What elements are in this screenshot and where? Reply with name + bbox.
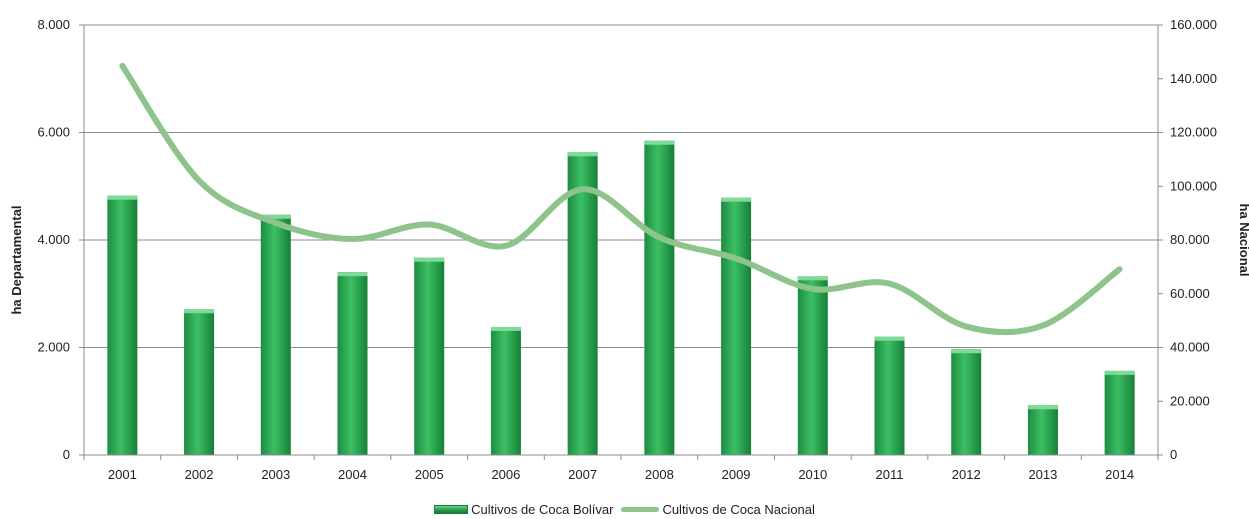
x-tick-label: 2005 (415, 467, 444, 482)
bar-2008 (644, 140, 675, 455)
right-tick-label: 140.000 (1170, 71, 1217, 86)
left-axis-ticks: 0 2.000 4.000 6.000 8.000 (37, 17, 84, 462)
bar-cap-2009 (721, 197, 752, 202)
x-tick-label: 2003 (261, 467, 290, 482)
bar-cap-2004 (337, 272, 368, 277)
left-tick-label: 6.000 (37, 125, 70, 140)
x-tick-label: 2010 (798, 467, 827, 482)
bar-cap-2012 (951, 349, 982, 354)
x-tick-label: 2007 (568, 467, 597, 482)
x-tick-label: 2011 (876, 467, 904, 482)
right-tick-label: 40.000 (1170, 340, 1210, 355)
bar-2011 (874, 336, 905, 455)
left-tick-label: 4.000 (37, 232, 70, 247)
right-tick-label: 160.000 (1170, 17, 1217, 32)
legend-item-nacional: Cultivos de Coca Nacional (621, 501, 815, 517)
bar-cap-2010 (797, 276, 828, 281)
left-tick-label: 2.000 (37, 340, 70, 355)
bar-cap-2001 (107, 195, 138, 200)
bar-2014 (1104, 370, 1135, 455)
bar-cap-2006 (490, 326, 521, 331)
right-tick-label: 80.000 (1170, 232, 1210, 247)
x-axis-ticks: 2001 2002 2003 2004 2005 2006 2007 2008 2009 2010… (83, 455, 1159, 482)
right-axis-title: ha Nacional (1237, 204, 1249, 277)
legend-swatch-line (621, 506, 660, 512)
legend-label-nacional: Cultivos de Coca Nacional (662, 501, 815, 517)
bar-2013 (1027, 405, 1058, 455)
right-axis-ticks: 0 20.000 40.000 60.000 80.000 100.000 120.000 1… (1158, 17, 1217, 462)
legend: Cultivos de Coca Bolívar Cultivos de Coc… (0, 500, 1249, 518)
bar-2012 (951, 349, 982, 455)
line-series (119, 62, 1123, 336)
x-tick-label: 2004 (338, 467, 367, 482)
right-tick-label: 0 (1170, 447, 1177, 462)
x-tick-label: 2012 (952, 467, 981, 482)
bar-cap-2007 (567, 152, 598, 157)
bar-2002 (184, 309, 215, 455)
bar-cap-2005 (414, 257, 445, 262)
bar-cap-2008 (644, 140, 675, 145)
left-axis-title: ha Departamental (9, 205, 24, 314)
bar-cap-2013 (1027, 405, 1058, 410)
bar-cap-2003 (260, 214, 291, 219)
right-tick-label: 120.000 (1170, 125, 1217, 140)
gridlines (84, 24, 1158, 348)
line-nacional (119, 62, 1123, 336)
x-tick-label: 2001 (108, 467, 137, 482)
legend-swatch-bar (434, 504, 469, 514)
x-tick-label: 2006 (491, 467, 520, 482)
bar-2003 (260, 214, 291, 455)
bar-2005 (414, 257, 445, 455)
bar-series (107, 140, 1135, 455)
right-tick-label: 20.000 (1170, 393, 1210, 408)
bar-cap-2011 (874, 336, 905, 341)
right-tick-label: 60.000 (1170, 286, 1210, 301)
bar-2006 (490, 326, 521, 455)
x-tick-label: 2008 (645, 467, 674, 482)
x-tick-label: 2009 (722, 467, 751, 482)
bar-2010 (797, 276, 828, 455)
legend-item-bolivar: Cultivos de Coca Bolívar (434, 502, 613, 517)
left-tick-label: 8.000 (37, 17, 70, 32)
right-tick-label: 100.000 (1170, 178, 1217, 193)
legend-label-bolivar: Cultivos de Coca Bolívar (471, 501, 614, 517)
bar-2009 (721, 197, 752, 455)
x-tick-label: 2002 (185, 467, 214, 482)
bar-cap-2002 (184, 309, 215, 314)
bar-2004 (337, 272, 368, 455)
bar-2001 (107, 195, 138, 455)
left-tick-label: 0 (63, 447, 70, 462)
bar-cap-2014 (1104, 370, 1135, 375)
bar-2007 (567, 152, 598, 455)
x-tick-label: 2014 (1105, 467, 1134, 482)
x-tick-label: 2013 (1028, 467, 1057, 482)
